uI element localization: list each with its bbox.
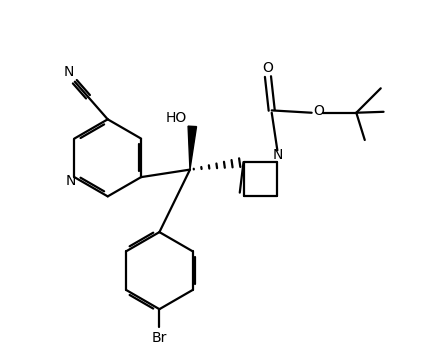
Text: N: N (64, 65, 75, 79)
Polygon shape (188, 126, 197, 170)
Text: Br: Br (152, 331, 167, 345)
Text: O: O (262, 61, 273, 75)
Text: HO: HO (165, 111, 187, 125)
Text: N: N (273, 147, 284, 161)
Text: N: N (65, 174, 76, 188)
Text: O: O (314, 104, 325, 118)
